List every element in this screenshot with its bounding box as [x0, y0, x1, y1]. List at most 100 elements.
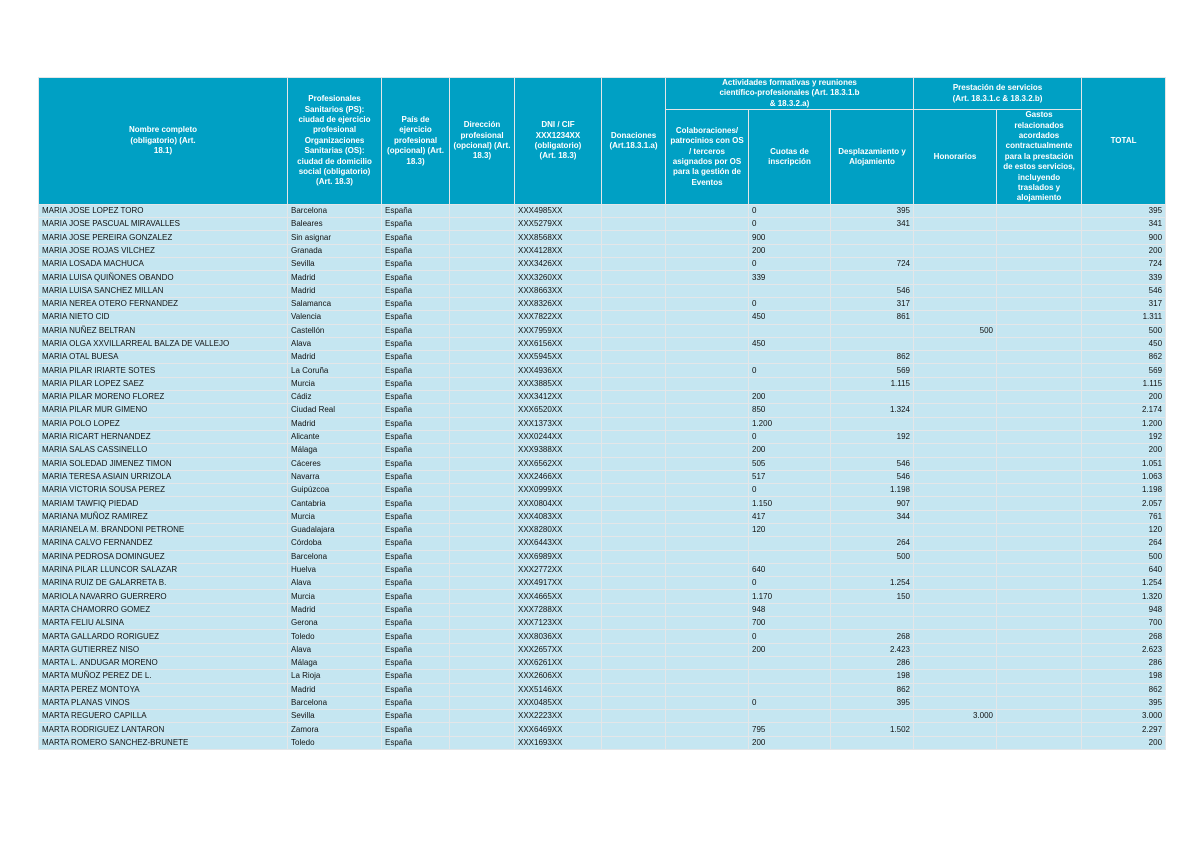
cell-city: Madrid [287, 416, 382, 431]
cell-expenses [996, 336, 1083, 352]
cell-travel [829, 602, 915, 618]
cell-country: España [381, 257, 450, 272]
cell-donations [601, 310, 666, 325]
cell-honoraria [913, 642, 998, 657]
cell-collaborations [665, 642, 749, 657]
cell-country: España [381, 616, 450, 631]
cell-collaborations [665, 616, 749, 631]
table-row: MARIA RICART HERNANDEZ Alicante España XXX0… [38, 429, 1167, 445]
cell-dni: XXX8663XX [514, 283, 602, 298]
cell-collaborations [665, 270, 749, 285]
cell-name: MARIA SOLEDAD JIMENEZ TIMON [38, 456, 288, 471]
cell-collaborations [665, 695, 749, 711]
cell-address [449, 562, 515, 578]
cell-dni: XXX3885XX [514, 376, 602, 392]
cell-fees: 900 [748, 230, 831, 245]
cell-travel: 395 [829, 203, 915, 219]
cell-expenses [996, 695, 1083, 711]
cell-honoraria [913, 483, 998, 498]
cell-country: España [381, 496, 450, 511]
cell-dni: XXX9388XX [514, 443, 602, 458]
cell-city: Navarra [287, 469, 382, 485]
cell-expenses [996, 310, 1083, 325]
cell-travel [829, 390, 915, 405]
cell-travel: 286 [829, 655, 915, 671]
cell-travel: 395 [829, 695, 915, 711]
cell-address [449, 257, 515, 272]
cell-total: 341 [1081, 217, 1167, 232]
cell-address [449, 629, 515, 644]
cell-dni: XXX7822XX [514, 310, 602, 325]
cell-donations [601, 602, 666, 618]
cell-expenses [996, 230, 1083, 245]
cell-collaborations [665, 669, 749, 684]
cell-city: Ciudad Real [287, 403, 382, 418]
cell-total: 500 [1081, 549, 1167, 564]
cell-fees: 517 [748, 469, 831, 485]
cell-dni: XXX0999XX [514, 483, 602, 498]
cell-travel [829, 230, 915, 245]
cell-donations [601, 616, 666, 631]
cell-name: MARTA L. ANDUGAR MORENO [38, 655, 288, 671]
cell-city: Granada [287, 243, 382, 259]
cell-collaborations [665, 456, 749, 471]
cell-country: España [381, 443, 450, 458]
cell-total: 862 [1081, 682, 1167, 697]
cell-collaborations [665, 522, 749, 538]
cell-name: MARTA PEREZ MONTOYA [38, 682, 288, 697]
cell-expenses [996, 270, 1083, 285]
cell-donations [601, 722, 666, 737]
cell-name: MARIANELA M. BRANDONI PETRONE [38, 522, 288, 538]
cell-city: Toledo [287, 735, 382, 751]
cell-total: 120 [1081, 522, 1167, 538]
cell-honoraria [913, 243, 998, 259]
cell-travel: 1.502 [829, 722, 915, 737]
cell-country: España [381, 536, 450, 551]
cell-expenses [996, 682, 1083, 697]
cell-address [449, 589, 515, 604]
cell-honoraria [913, 509, 998, 525]
cell-honoraria [913, 403, 998, 418]
cell-address [449, 576, 515, 591]
cell-country: España [381, 350, 450, 365]
cell-honoraria [913, 682, 998, 697]
table-row: MARIA LUISA SANCHEZ MILLAN Madrid España XX… [38, 283, 1167, 298]
cell-city: La Coruña [287, 363, 382, 378]
table-row: MARTA GALLARDO RORIGUEZ Toledo España XXX80… [38, 629, 1167, 644]
cell-country: España [381, 270, 450, 285]
cell-dni: XXX0485XX [514, 695, 602, 711]
cell-fees [748, 669, 831, 684]
cell-total: 286 [1081, 655, 1167, 671]
cell-fees: 450 [748, 336, 831, 352]
cell-honoraria [913, 576, 998, 591]
cell-address [449, 390, 515, 405]
cell-country: España [381, 589, 450, 604]
cell-total: 1.320 [1081, 589, 1167, 604]
cell-fees: 120 [748, 522, 831, 538]
cell-city: Guipúzcoa [287, 483, 382, 498]
cell-expenses [996, 562, 1083, 578]
cell-donations [601, 629, 666, 644]
cell-city: Sevilla [287, 257, 382, 272]
cell-donations [601, 283, 666, 298]
cell-total: 395 [1081, 695, 1167, 711]
cell-donations [601, 376, 666, 392]
cell-collaborations [665, 576, 749, 591]
cell-fees: 0 [748, 483, 831, 498]
table-row: MARTA PLANAS VINOS Barcelona España XXX0485… [38, 695, 1167, 711]
table-row: MARIA LOSADA MACHUCA Sevilla España XXX3426… [38, 257, 1167, 272]
cell-fees: 200 [748, 735, 831, 751]
cell-travel [829, 323, 915, 338]
table-row: MARIOLA NAVARRO GUERRERO Murcia España XXX4… [38, 589, 1167, 604]
cell-country: España [381, 416, 450, 431]
cell-fees: 339 [748, 270, 831, 285]
table-row: MARIA NEREA OTERO FERNANDEZ Salamanca Espa… [38, 296, 1167, 312]
cell-collaborations [665, 682, 749, 697]
cell-honoraria [913, 536, 998, 551]
cell-travel: 861 [829, 310, 915, 325]
cell-donations [601, 709, 666, 724]
cell-donations [601, 562, 666, 578]
cell-address [449, 230, 515, 245]
cell-travel: 546 [829, 456, 915, 471]
cell-expenses [996, 536, 1083, 551]
